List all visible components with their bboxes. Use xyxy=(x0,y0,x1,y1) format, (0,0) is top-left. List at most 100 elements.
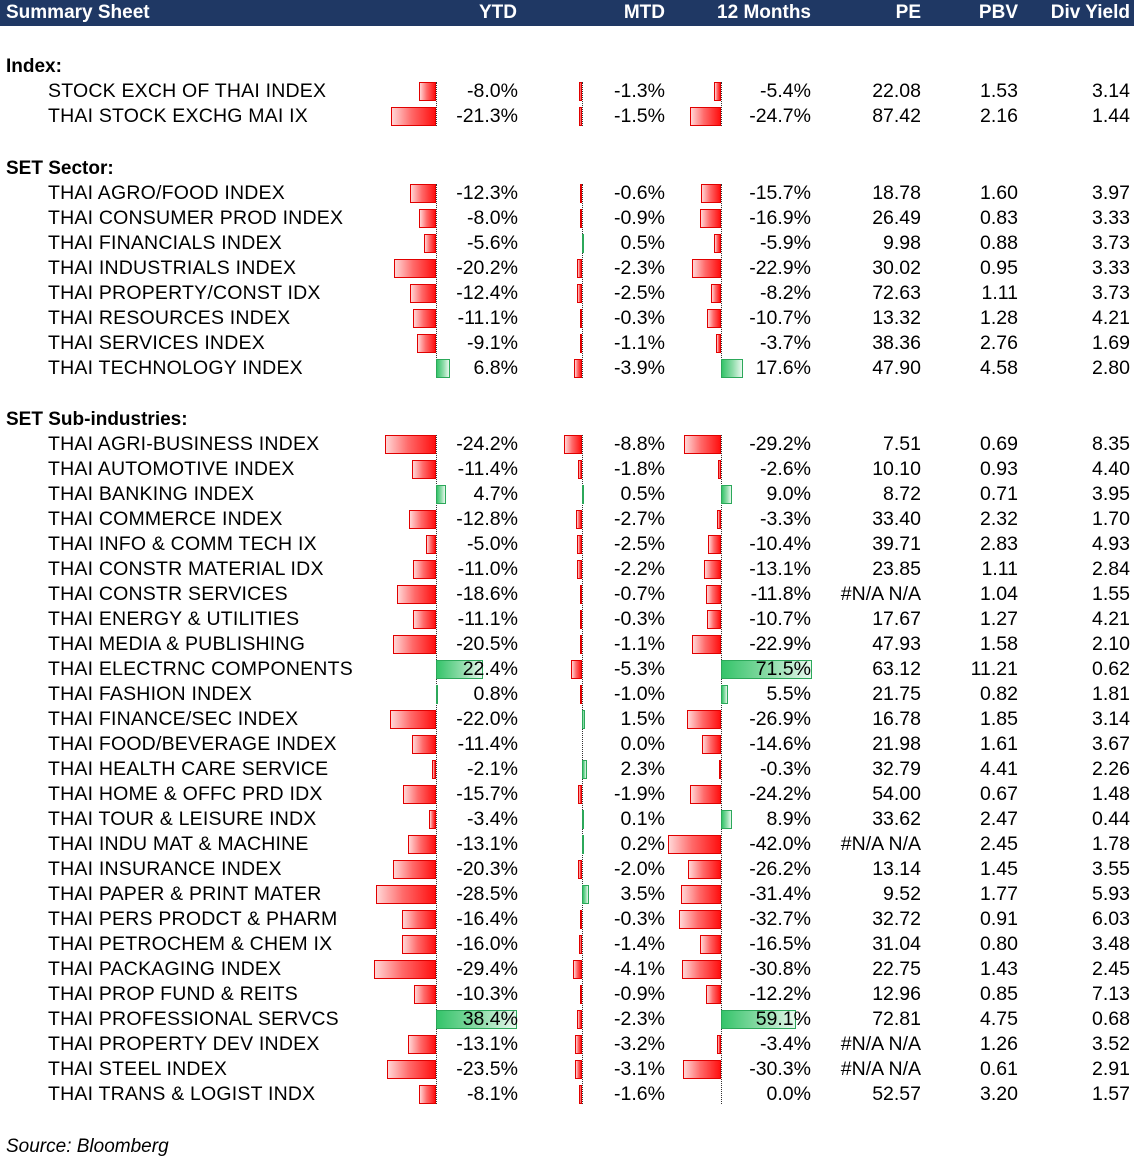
table-row: THAI PACKAGING INDEX -29.4% -4.1% -30.8% 22.… xyxy=(0,957,1134,982)
col-header-pbv: PBV xyxy=(978,2,1018,23)
table-row: THAI AGRI-BUSINESS INDEX -24.2% -8.8% -29.2… xyxy=(0,432,1134,457)
sheet-title: Summary Sheet xyxy=(6,2,150,23)
index-name: THAI FINANCE/SEC INDEX xyxy=(48,708,299,730)
pe-value: 16.78 xyxy=(872,708,921,730)
div-yield-value: 3.67 xyxy=(1092,733,1130,755)
div-yield-value: 3.97 xyxy=(1092,182,1130,204)
index-name: THAI RESOURCES INDEX xyxy=(48,307,291,329)
mtd-value: -1.1% xyxy=(614,332,665,354)
index-name: THAI TOUR & LEISURE INDX xyxy=(48,808,317,830)
index-name: STOCK EXCH OF THAI INDEX xyxy=(48,80,327,102)
mtd-value: -5.3% xyxy=(614,658,665,680)
div-yield-value: 3.55 xyxy=(1092,858,1130,880)
mtd-data-bar xyxy=(582,760,587,779)
mtd-data-bar xyxy=(582,710,586,729)
pe-value: 33.62 xyxy=(872,808,921,830)
ytd-data-bar xyxy=(412,460,436,479)
pe-value: #N/A N/A xyxy=(840,583,921,605)
m12-data-bar xyxy=(700,935,721,954)
mtd-value: -2.2% xyxy=(614,558,665,580)
ytd-data-bar xyxy=(391,107,436,126)
pe-value: 31.04 xyxy=(872,933,921,955)
ytd-data-bar xyxy=(412,560,436,579)
mtd-data-bar xyxy=(570,660,582,679)
ytd-data-bar xyxy=(396,585,436,604)
m12-value: -26.9% xyxy=(749,708,811,730)
mtd-value: -3.9% xyxy=(614,357,665,379)
mtd-value: -0.9% xyxy=(614,983,665,1005)
pe-value: 30.02 xyxy=(872,257,921,279)
index-name: THAI PROPERTY DEV INDEX xyxy=(48,1033,320,1055)
ytd-value: -10.3% xyxy=(456,983,518,1005)
pe-value: 33.40 xyxy=(872,508,921,530)
index-name: THAI PROP FUND & REITS xyxy=(48,983,298,1005)
index-name: THAI TECHNOLOGY INDEX xyxy=(48,357,303,379)
ytd-value: -12.4% xyxy=(456,282,518,304)
table-row: THAI RESOURCES INDEX -11.1% -0.3% -10.7% 13.… xyxy=(0,306,1134,331)
pbv-value: 3.20 xyxy=(980,1083,1018,1105)
ytd-value: -5.0% xyxy=(467,533,518,555)
ytd-data-bar xyxy=(409,284,436,303)
mtd-value: -1.5% xyxy=(614,105,665,127)
pe-value: 8.72 xyxy=(883,483,921,505)
pbv-value: 0.88 xyxy=(980,232,1018,254)
mtd-data-bar xyxy=(576,284,582,303)
mtd-value: -2.0% xyxy=(614,858,665,880)
index-name: THAI CONSTR MATERIAL IDX xyxy=(48,558,324,580)
table-row: THAI PETROCHEM & CHEM IX -16.0% -1.4% -16.5… xyxy=(0,932,1134,957)
m12-value: 9.0% xyxy=(766,483,811,505)
index-name: THAI COMMERCE INDEX xyxy=(48,508,283,530)
pbv-value: 0.91 xyxy=(980,908,1018,930)
table-row: STOCK EXCH OF THAI INDEX -8.0% -1.3% -5.4% 2… xyxy=(0,79,1134,104)
pbv-value: 1.61 xyxy=(980,733,1018,755)
mtd-value: 2.3% xyxy=(620,758,665,780)
table-row: THAI PERS PRODCT & PHARM -16.4% -0.3% -32.7… xyxy=(0,907,1134,932)
pe-value: 13.32 xyxy=(872,307,921,329)
m12-value: 5.5% xyxy=(766,683,811,705)
div-yield-value: 3.73 xyxy=(1092,232,1130,254)
mtd-zero-axis xyxy=(582,184,583,378)
mtd-data-bar xyxy=(573,960,582,979)
pbv-value: 1.26 xyxy=(980,1033,1018,1055)
div-yield-value: 6.03 xyxy=(1092,908,1130,930)
div-yield-value: 2.26 xyxy=(1092,758,1130,780)
mtd-data-bar xyxy=(577,560,582,579)
pbv-value: 1.60 xyxy=(980,182,1018,204)
ytd-data-bar xyxy=(376,885,436,904)
div-yield-value: 1.57 xyxy=(1092,1083,1130,1105)
pe-value: 22.75 xyxy=(872,958,921,980)
index-name: THAI PROFESSIONAL SERVCS xyxy=(48,1008,339,1030)
div-yield-value: 1.81 xyxy=(1092,683,1130,705)
mtd-value: -0.3% xyxy=(614,908,665,930)
pe-value: #N/A N/A xyxy=(840,1058,921,1080)
ytd-value: 4.7% xyxy=(473,483,518,505)
index-name: THAI INFO & COMM TECH IX xyxy=(48,533,317,555)
index-name: THAI INSURANCE INDEX xyxy=(48,858,282,880)
mtd-value: -2.5% xyxy=(614,282,665,304)
table-row: THAI TECHNOLOGY INDEX 6.8% -3.9% 17.6% 47.90… xyxy=(0,356,1134,381)
div-yield-value: 4.21 xyxy=(1092,608,1130,630)
index-name: THAI PROPERTY/CONST IDX xyxy=(48,282,321,304)
index-name: THAI HEALTH CARE SERVICE xyxy=(48,758,329,780)
mtd-data-bar xyxy=(580,985,582,1004)
table-row: THAI HOME & OFFC PRD IDX -15.7% -1.9% -24.2… xyxy=(0,782,1134,807)
m12-value: -22.9% xyxy=(749,633,811,655)
index-name: THAI BANKING INDEX xyxy=(48,483,255,505)
ytd-value: 6.8% xyxy=(473,357,518,379)
div-yield-value: 1.48 xyxy=(1092,783,1130,805)
ytd-data-bar xyxy=(410,184,436,203)
mtd-data-bar xyxy=(578,1085,582,1104)
m12-value: -3.4% xyxy=(760,1033,811,1055)
pbv-value: 0.61 xyxy=(980,1058,1018,1080)
mtd-value: -0.9% xyxy=(614,207,665,229)
mtd-data-bar xyxy=(577,1010,582,1029)
mtd-value: -1.8% xyxy=(614,458,665,480)
mtd-value: 1.5% xyxy=(620,708,665,730)
index-name: THAI INDUSTRIALS INDEX xyxy=(48,257,297,279)
pe-value: 39.71 xyxy=(872,533,921,555)
ytd-value: 22.4% xyxy=(462,658,518,680)
m12-value: -10.4% xyxy=(749,533,811,555)
m12-value: -31.4% xyxy=(749,883,811,905)
ytd-zero-axis xyxy=(436,435,437,1104)
source-note: Source: Bloomberg xyxy=(6,1136,169,1157)
